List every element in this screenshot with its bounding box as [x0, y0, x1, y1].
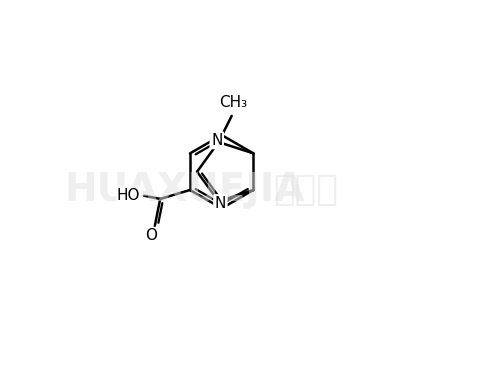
Text: 化学加: 化学加	[274, 173, 338, 207]
Text: N: N	[211, 133, 222, 148]
Text: HO: HO	[117, 188, 140, 203]
Text: O: O	[145, 228, 157, 243]
Text: N: N	[215, 196, 226, 211]
Text: CH₃: CH₃	[219, 95, 248, 110]
Text: HUAXUEJIA: HUAXUEJIA	[65, 171, 305, 209]
